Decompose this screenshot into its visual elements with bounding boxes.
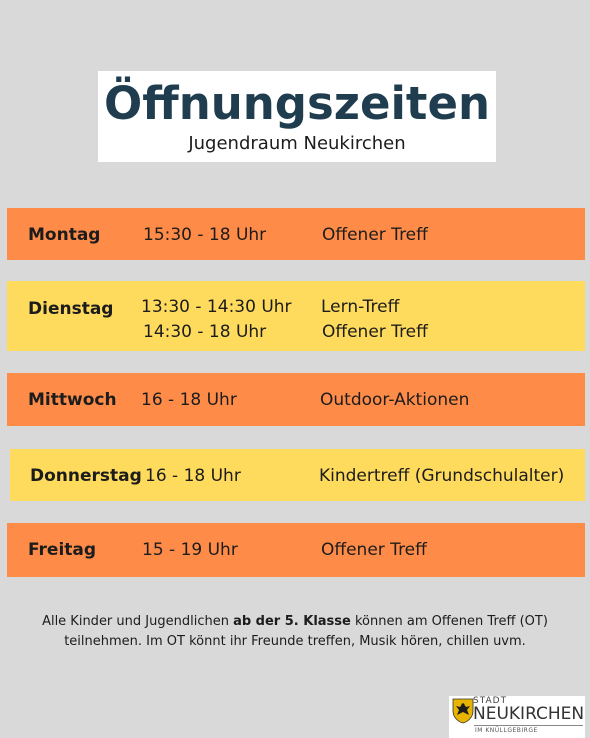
- day-label: Dienstag: [28, 299, 114, 319]
- schedule-row-montag: Montag 15:30 - 18 Uhr Offener Treff: [7, 208, 585, 260]
- time-label: 16 - 18 Uhr: [141, 390, 237, 410]
- logo-divider: [474, 725, 583, 726]
- activity-label: Offener Treff: [322, 322, 428, 342]
- schedule-row-mittwoch: Mittwoch 16 - 18 Uhr Outdoor-Aktionen: [7, 373, 585, 426]
- schedule-row-dienstag: Dienstag 13:30 - 14:30 Uhr 14:30 - 18 Uh…: [7, 281, 585, 351]
- info-note: Alle Kinder und Jugendlichen ab der 5. K…: [10, 612, 580, 652]
- note-emphasis: ab der 5. Klasse: [233, 614, 351, 629]
- day-label: Donnerstag: [30, 466, 142, 486]
- day-label: Montag: [28, 225, 101, 245]
- city-crest-icon: [452, 698, 474, 724]
- note-text: können am Offenen Treff (OT): [350, 614, 548, 629]
- time-label: 15 - 19 Uhr: [142, 540, 238, 560]
- activity-label: Offener Treff: [321, 540, 427, 560]
- note-text: teilnehmen. Im OT könnt ihr Freunde tref…: [64, 634, 526, 649]
- time-label: 13:30 - 14:30 Uhr: [141, 297, 292, 317]
- logo-region-label: IM KNÜLLGEBIRGE: [475, 727, 538, 734]
- time-label: 16 - 18 Uhr: [145, 466, 241, 486]
- logo-stadt-label: STADT: [473, 696, 508, 706]
- activity-label: Lern-Treff: [321, 297, 400, 317]
- title-box: Öffnungszeiten Jugendraum Neukirchen: [98, 71, 496, 162]
- logo-name-label: NEUKIRCHEN: [473, 704, 585, 724]
- day-label: Freitag: [28, 540, 97, 560]
- activity-label: Outdoor-Aktionen: [320, 390, 470, 410]
- time-label: 14:30 - 18 Uhr: [143, 322, 267, 342]
- activity-label: Offener Treff: [322, 225, 428, 245]
- activity-label: Kindertreff (Grundschulalter): [319, 466, 565, 486]
- schedule-row-freitag: Freitag 15 - 19 Uhr Offener Treff: [7, 523, 585, 577]
- city-logo: STADT NEUKIRCHEN IM KNÜLLGEBIRGE: [449, 696, 585, 738]
- page-subtitle: Jugendraum Neukirchen: [188, 133, 406, 154]
- schedule-row-donnerstag: Donnerstag 16 - 18 Uhr Kindertreff (Grun…: [10, 449, 585, 501]
- note-text: Alle Kinder und Jugendlichen: [42, 614, 234, 629]
- page-title: Öffnungszeiten: [103, 77, 490, 130]
- time-label: 15:30 - 18 Uhr: [143, 225, 267, 245]
- day-label: Mittwoch: [28, 390, 117, 410]
